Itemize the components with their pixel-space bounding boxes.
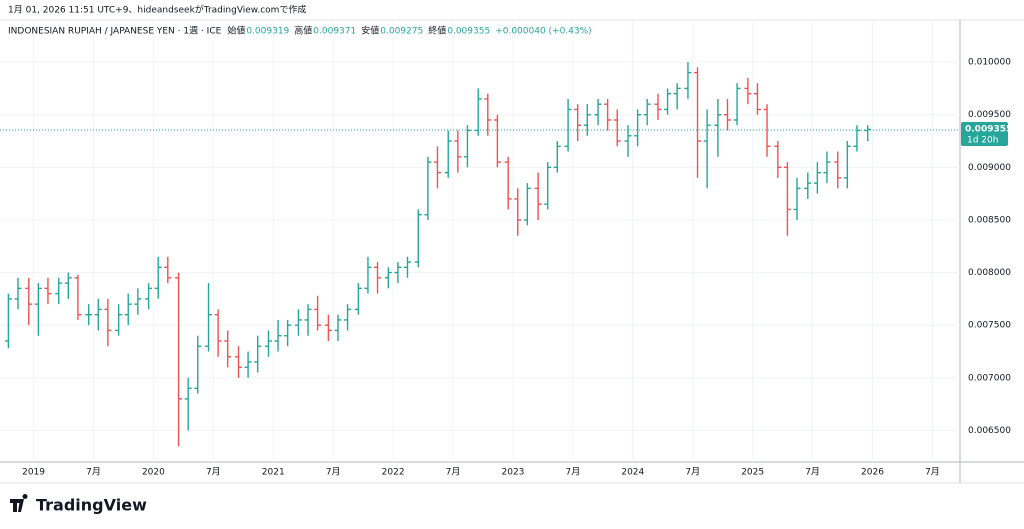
x-tick-label: 7月	[685, 467, 700, 478]
y-tick-label: 0.007000	[968, 373, 1011, 383]
plot-area	[0, 20, 1024, 462]
x-tick-label: 2026	[861, 468, 884, 478]
x-tick-label: 7月	[206, 467, 221, 478]
x-tick-label: 7月	[446, 467, 461, 478]
x-tick-label: 7月	[86, 467, 101, 478]
legend-value: 0.009275	[380, 27, 423, 37]
x-tick-label: 7月	[805, 467, 820, 478]
y-tick-label: 0.008500	[968, 215, 1011, 225]
x-tick-label: 7月	[566, 467, 581, 478]
symbol-title: INDONESIAN RUPIAH / JAPANESE YEN · 1週 · …	[8, 26, 222, 37]
x-tick-label: 2020	[142, 468, 165, 478]
caption: 1月 01, 2026 11:51 UTC+9、hideandseekがTrad…	[8, 4, 306, 16]
legend-name: 終値	[428, 25, 446, 37]
y-tick-label: 0.009000	[968, 163, 1011, 173]
legend-value: 0.009371	[313, 27, 356, 37]
legend-name: 高値	[294, 25, 312, 37]
last-price-marker	[961, 121, 1008, 146]
x-tick-label: 2023	[502, 468, 525, 478]
x-tick-label: 2022	[382, 468, 405, 478]
legend-name: 始値	[227, 25, 245, 37]
y-tick-label: 0.007500	[968, 321, 1011, 331]
x-tick-label: 7月	[326, 467, 341, 478]
change: +0.000040 (+0.43%)	[495, 27, 592, 37]
x-tick-label: 2025	[741, 468, 764, 478]
y-tick-label: 0.008000	[968, 268, 1011, 278]
x-tick-label: 7月	[925, 467, 940, 478]
x-tick-label: 2021	[262, 468, 285, 478]
last-price-label: 0.009355	[965, 124, 1012, 134]
x-tick-label: 2019	[22, 468, 45, 478]
legend-name: 安値	[361, 25, 379, 37]
y-tick-label: 0.009500	[968, 110, 1011, 120]
countdown: 1d 20h	[967, 135, 998, 145]
logo: TradingView	[10, 494, 147, 515]
brand: TradingView	[36, 496, 147, 515]
x-tick-label: 2024	[621, 468, 644, 478]
y-tick-label: 0.010000	[968, 58, 1011, 68]
legend-value: 0.009355	[447, 27, 490, 37]
y-tick-label: 0.006500	[968, 426, 1011, 436]
legend-value: 0.009319	[246, 27, 289, 37]
